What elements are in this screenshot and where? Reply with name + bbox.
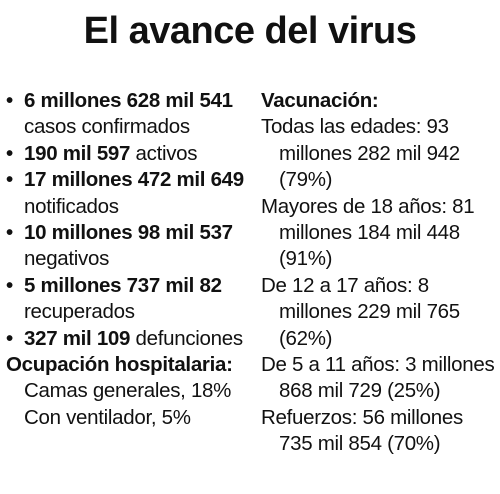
bullet-icon: • xyxy=(6,273,13,297)
stat-value: 10 millones 98 mil 537 xyxy=(24,221,233,245)
stat-value: 17 millones 472 mil 649 xyxy=(24,168,244,192)
hospital-item: Camas generales, 18% xyxy=(24,379,232,403)
hospital-item: Con ventilador, 5% xyxy=(24,405,191,429)
stat-notified: • 17 millones 472 mil 649 notificados xyxy=(6,167,252,220)
vaccination-item: Todas las edades: 93 millones 282 mil 94… xyxy=(261,115,460,192)
vaccination-item: Mayores de 18 años: 81 millones 184 mil … xyxy=(261,194,475,271)
stat-value: 5 millones 737 mil 82 xyxy=(24,273,222,297)
page-title: El avance del virus xyxy=(83,10,417,52)
stat-value: 6 millones 628 mil 541 xyxy=(24,89,233,112)
bullet-icon: • xyxy=(6,141,13,165)
bullet-icon: • xyxy=(6,221,13,245)
stat-negative: • 10 millones 98 mil 537 negativos xyxy=(6,220,252,273)
stat-label: recuperados xyxy=(24,300,135,324)
stat-label: casos confirmados xyxy=(24,115,190,139)
stat-label: activos xyxy=(135,141,198,165)
stat-label: notificados xyxy=(24,194,119,218)
stat-active: • 190 mil 597 activos xyxy=(6,141,252,167)
bullet-icon: • xyxy=(6,89,13,112)
vaccination-item: De 5 a 11 años: 3 millones 868 mil 729 (… xyxy=(261,353,495,403)
vaccination-heading: Vacunación: xyxy=(261,89,379,112)
stat-label: defunciones xyxy=(135,326,244,350)
vaccination-item: Refuerzos: 56 millones 735 mil 854 (70%) xyxy=(261,405,463,456)
vaccination-item: De 12 a 17 años: 8 millones 229 mil 765 … xyxy=(261,273,460,350)
stat-recovered: • 5 millones 737 mil 82 recuperados xyxy=(6,273,252,326)
bullet-icon: • xyxy=(6,326,13,350)
stat-deaths: • 327 mil 109 defunciones xyxy=(6,326,252,352)
stat-value: 190 mil 597 xyxy=(24,141,131,165)
hospital-heading: Ocupación hospitalaria: xyxy=(6,353,233,377)
stat-value: 327 mil 109 xyxy=(24,326,131,350)
stat-label: negativos xyxy=(24,247,110,271)
bullet-icon: • xyxy=(6,168,13,192)
stat-confirmed: • 6 millones 628 mil 541 casos confirmad… xyxy=(6,88,252,141)
vaccination-column: Vacunación: Todas las edades: 93 millone… xyxy=(261,88,497,458)
stats-column: • 6 millones 628 mil 541 casos confirmad… xyxy=(6,88,252,431)
